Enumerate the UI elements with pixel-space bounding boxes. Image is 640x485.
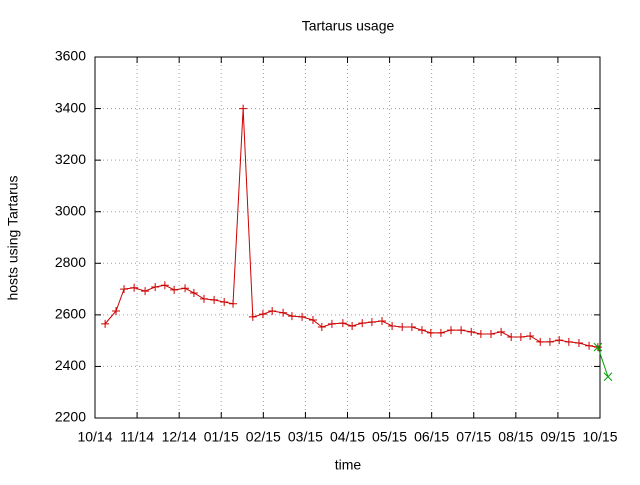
point	[407, 322, 416, 331]
point	[516, 333, 525, 342]
x-tick-label: 04/15	[330, 429, 365, 445]
point	[348, 321, 357, 330]
point	[298, 312, 307, 321]
x-tick-label: 03/15	[288, 429, 323, 445]
plot-frame	[94, 56, 601, 419]
point	[476, 329, 485, 338]
series-line	[597, 346, 609, 377]
point	[101, 319, 110, 328]
y-tick-label: 3000	[55, 202, 86, 218]
point	[199, 294, 208, 303]
point	[593, 342, 603, 352]
point	[258, 310, 267, 319]
point	[141, 287, 150, 296]
point	[447, 326, 456, 335]
y-tick-label: 3400	[55, 99, 86, 115]
point	[120, 285, 129, 294]
point	[564, 337, 573, 346]
point	[279, 308, 288, 317]
point	[308, 316, 317, 325]
point	[170, 285, 179, 294]
x-tick-label: 10/14	[77, 429, 112, 445]
point	[248, 312, 257, 321]
point	[112, 306, 121, 315]
y-tick-label: 2600	[55, 306, 86, 322]
x-tick-label: 07/15	[456, 429, 491, 445]
point	[239, 104, 248, 113]
point	[338, 319, 347, 328]
point	[526, 332, 535, 341]
point	[436, 328, 445, 337]
x-tick-label: 06/15	[414, 429, 449, 445]
point	[574, 338, 583, 347]
y-tick-label: 3600	[55, 48, 86, 64]
point	[287, 312, 296, 321]
x-tick-label: 11/14	[120, 429, 154, 445]
x-tick-label: 01/15	[204, 429, 239, 445]
point	[555, 336, 564, 345]
y-axis-label: hosts using Tartarus	[5, 175, 21, 300]
point	[229, 299, 238, 308]
x-tick-label: 02/15	[246, 429, 281, 445]
point	[545, 337, 554, 346]
point	[536, 337, 545, 346]
point	[417, 326, 426, 335]
point	[160, 281, 169, 290]
point	[130, 283, 139, 292]
y-tick-label: 3200	[55, 151, 86, 167]
point	[327, 319, 336, 328]
point	[497, 327, 506, 336]
point	[585, 341, 594, 350]
x-tick-label: 08/15	[498, 429, 533, 445]
point	[220, 297, 229, 306]
x-tick-label: 05/15	[372, 429, 407, 445]
point	[210, 295, 219, 304]
y-tick-label: 2800	[55, 254, 86, 270]
point	[358, 319, 367, 328]
point	[151, 283, 160, 292]
y-tick-label: 2200	[55, 409, 86, 425]
point	[603, 372, 613, 382]
point	[189, 288, 198, 297]
chart-title: Tartarus usage	[302, 18, 395, 34]
x-tick-label: 10/15	[582, 429, 617, 445]
y-tick-label: 2400	[55, 357, 86, 373]
point	[398, 322, 407, 331]
point	[378, 317, 387, 326]
point	[507, 333, 516, 342]
x-axis-label: time	[335, 457, 362, 473]
point	[388, 321, 397, 330]
point	[181, 284, 190, 293]
x-tick-label: 12/14	[162, 429, 197, 445]
point	[467, 327, 476, 336]
point	[268, 306, 277, 315]
point	[487, 329, 496, 338]
point	[367, 318, 376, 327]
point	[457, 326, 466, 335]
point	[317, 322, 326, 331]
x-tick-label: 09/15	[540, 429, 575, 445]
point	[426, 328, 435, 337]
